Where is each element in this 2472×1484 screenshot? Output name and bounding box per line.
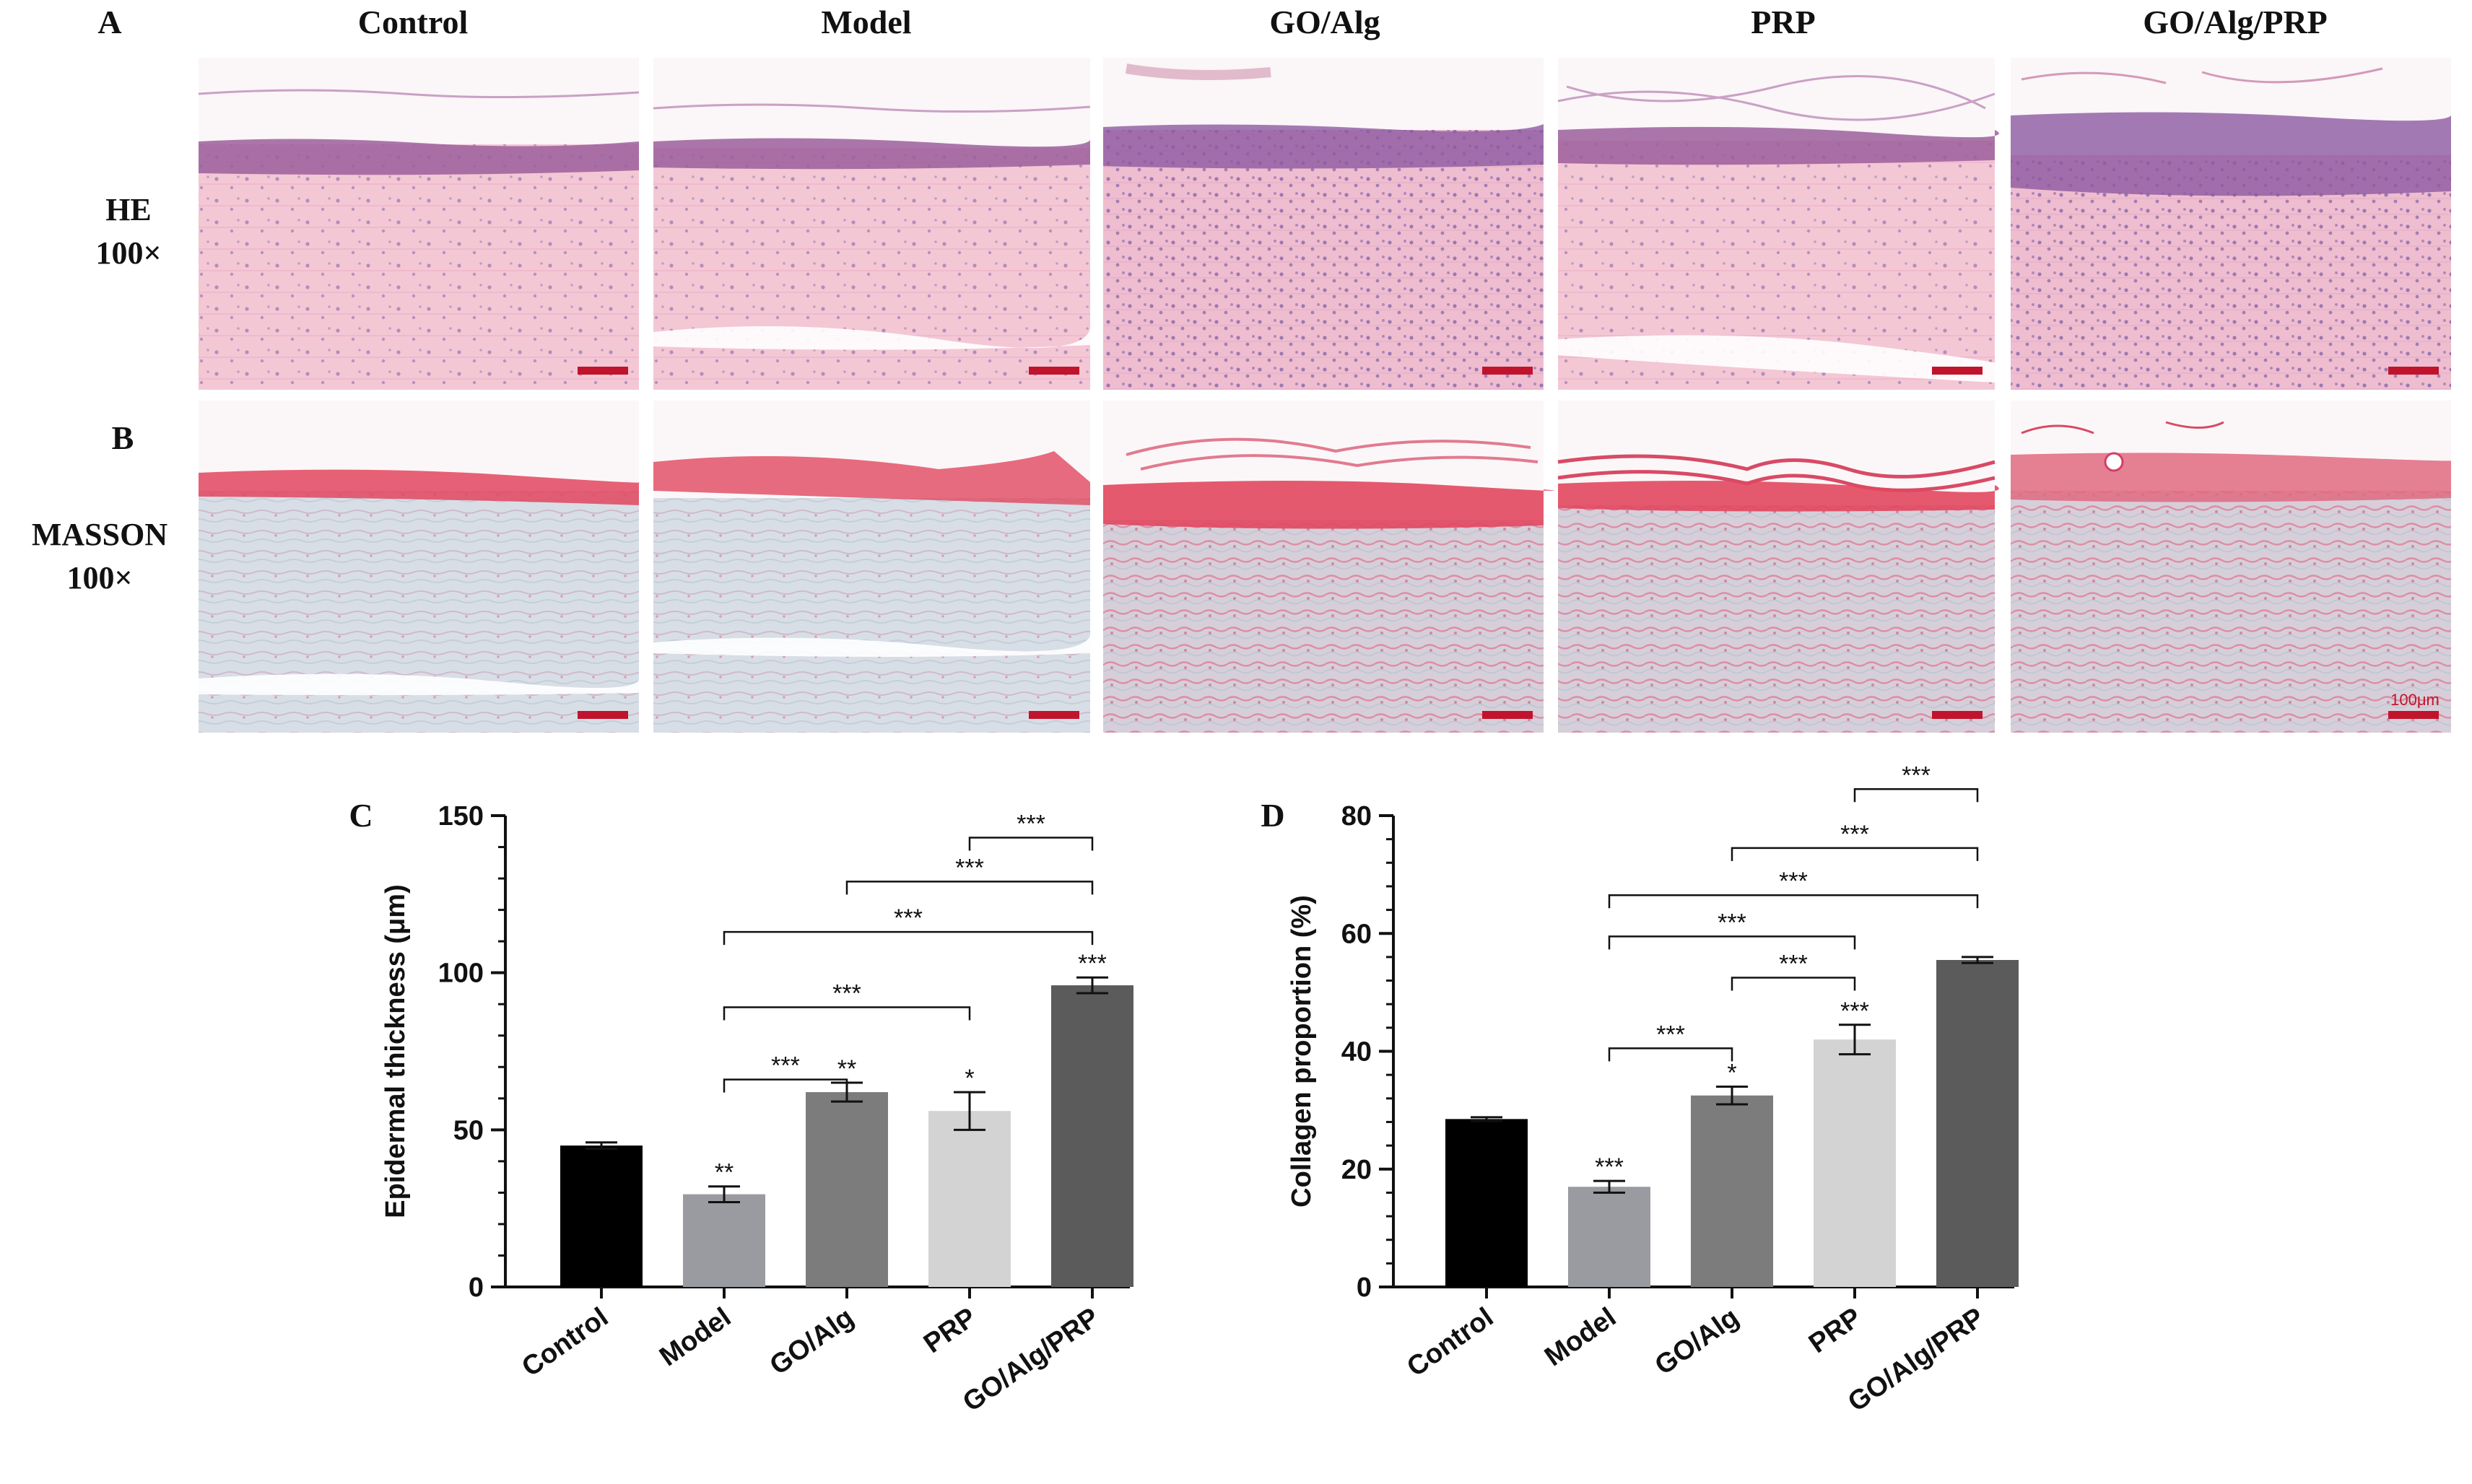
- comparison-label: ***: [771, 1052, 800, 1080]
- x-tick-label: GO/Alg: [765, 1302, 859, 1381]
- he-micrograph-go-alg: [1103, 58, 1544, 390]
- he-micrograph-go-alg-prp: [2011, 58, 2452, 390]
- row-label-he-magnification: 100×: [95, 235, 161, 271]
- bar-control: [1445, 1119, 1528, 1287]
- column-headers: Control Model GO/Alg PRP GO/Alg/PRP: [358, 4, 2328, 40]
- significance-label: ***: [1595, 1153, 1624, 1181]
- bar-go-alg: [1691, 1095, 1773, 1287]
- x-tick-label: PRP: [918, 1302, 982, 1359]
- row-label-masson: MASSON: [32, 517, 167, 552]
- comparison-label: ***: [1779, 868, 1808, 895]
- row-label-masson-magnification: 100×: [66, 560, 132, 595]
- comparison-bracket: [1608, 1047, 1733, 1062]
- comparison-bracket: [968, 837, 1094, 851]
- significance-label: *: [1727, 1059, 1736, 1086]
- masson-micrograph-prp: [1557, 401, 1999, 733]
- y-tick-label: 0: [469, 1273, 484, 1303]
- y-tick-label: 50: [453, 1115, 484, 1145]
- bar-prp: [1814, 1039, 1896, 1287]
- row-label-he: HE: [105, 192, 152, 227]
- scale-bar-label: 100μm: [2390, 691, 2440, 709]
- x-tick-label: Model: [654, 1302, 736, 1372]
- comparison-bracket: [1853, 788, 1979, 803]
- comparison-label: ***: [894, 904, 923, 932]
- x-tick-label: Control: [516, 1302, 614, 1383]
- comparison-label: ***: [1840, 821, 1869, 848]
- column-header-go-alg-prp: GO/Alg/PRP: [2143, 4, 2328, 40]
- he-micrograph-prp: [1557, 58, 1999, 390]
- masson-micrograph-control: [199, 401, 640, 733]
- panel-letter-d: D: [1261, 797, 1284, 834]
- comparison-label: ***: [1656, 1021, 1685, 1048]
- masson-micrograph-model: [653, 401, 1090, 733]
- x-tick-label: GO/Alg/PRP: [957, 1302, 1105, 1418]
- column-header-control: Control: [358, 4, 469, 40]
- comparison-bracket: [1608, 935, 1856, 950]
- he-micrograph-model: [653, 58, 1091, 390]
- masson-micrograph-go-alg-prp: 100μm: [2011, 401, 2452, 733]
- y-tick-label: 80: [1341, 801, 1372, 832]
- bar-model: [1568, 1187, 1650, 1287]
- chart-epidermal-thickness: 0 50 100 150 Epidermal thickness (μm) Control…: [380, 801, 1133, 1418]
- x-tick-label: PRP: [1803, 1302, 1867, 1359]
- panel-letter-a: A: [97, 4, 121, 40]
- significance-label: *: [965, 1065, 974, 1092]
- y-tick-label: 40: [1341, 1037, 1372, 1068]
- column-header-go-alg: GO/Alg: [1269, 4, 1380, 40]
- bar-model: [683, 1194, 765, 1287]
- y-axis-label: Collagen proportion (%): [1287, 895, 1317, 1208]
- comparison-label: ***: [1779, 950, 1808, 977]
- x-tick-label: Model: [1539, 1302, 1622, 1372]
- comparison-label: ***: [1017, 810, 1045, 837]
- x-tick-label: GO/Alg/PRP: [1842, 1302, 1990, 1418]
- bar-go-alg-prp: [1936, 959, 2019, 1287]
- significance-label: **: [715, 1159, 734, 1187]
- comparison-bracket: [723, 1078, 848, 1093]
- comparison-bracket: [723, 930, 1094, 946]
- panel-letter-c: C: [349, 797, 373, 834]
- significance-label: ***: [1078, 950, 1107, 977]
- bar-go-alg-prp: [1051, 985, 1133, 1287]
- y-tick-label: 100: [438, 959, 484, 989]
- y-tick-label: 60: [1341, 919, 1372, 949]
- comparison-bracket: [1731, 977, 1856, 991]
- bar-control: [560, 1145, 643, 1287]
- y-tick-label: 20: [1341, 1155, 1372, 1185]
- significance-label: ***: [1840, 998, 1869, 1025]
- y-tick-label: 150: [438, 801, 484, 832]
- comparison-label: ***: [832, 980, 861, 1008]
- he-micrograph-row: [198, 58, 2452, 390]
- significance-label: **: [837, 1055, 856, 1083]
- column-header-model: Model: [821, 4, 911, 40]
- masson-micrograph-row: 100μm: [199, 401, 2452, 733]
- x-tick-label: Control: [1401, 1302, 1499, 1383]
- comparison-bracket: [1608, 894, 1979, 909]
- comparison-label: ***: [1718, 909, 1746, 936]
- x-tick-label: GO/Alg: [1650, 1302, 1744, 1381]
- he-micrograph-control: [198, 58, 640, 390]
- comparison-label: ***: [1902, 761, 1931, 789]
- y-axis-label: Epidermal thickness (μm): [380, 884, 411, 1218]
- comparison-label: ***: [955, 854, 984, 881]
- comparison-bracket: [845, 881, 1094, 895]
- comparison-bracket: [723, 1006, 971, 1021]
- bar-go-alg: [806, 1092, 888, 1287]
- panel-letter-b: B: [112, 419, 134, 456]
- y-tick-label: 0: [1357, 1273, 1372, 1303]
- column-header-prp: PRP: [1751, 4, 1815, 40]
- chart-collagen-proportion: 0 20 40 60 80 Collagen proportion (%) Control *…: [1287, 761, 2019, 1418]
- comparison-bracket: [1731, 847, 1979, 861]
- bar-prp: [928, 1111, 1011, 1287]
- masson-micrograph-go-alg: [1103, 401, 1554, 733]
